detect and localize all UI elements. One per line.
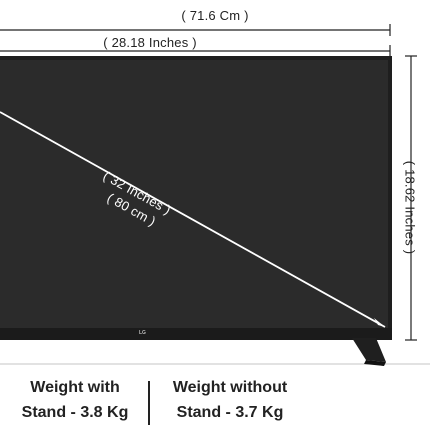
weight-with-stand-line2: Stand - 3.8 Kg (21, 404, 129, 421)
weight-with-stand: Weight with Stand - 3.8 Kg (10, 375, 140, 425)
width-cm-label: ( 71.6 Cm ) (181, 8, 249, 23)
weight-with-stand-line1: Weight with (30, 379, 120, 396)
weight-separator (148, 381, 150, 425)
weight-without-stand-line2: Stand - 3.7 Kg (176, 404, 284, 421)
height-inches-label: ( 18.62 Inches ) (402, 160, 418, 255)
diagonal-line (0, 111, 386, 328)
weight-without-stand-line1: Weight without (172, 379, 288, 396)
tv-screen (0, 60, 388, 328)
weight-without-stand: Weight without Stand - 3.7 Kg (160, 375, 300, 425)
width-inches-label: ( 28.18 Inches ) (103, 35, 197, 50)
lg-logo: LG (139, 330, 146, 336)
tv-stand-right (352, 338, 386, 362)
